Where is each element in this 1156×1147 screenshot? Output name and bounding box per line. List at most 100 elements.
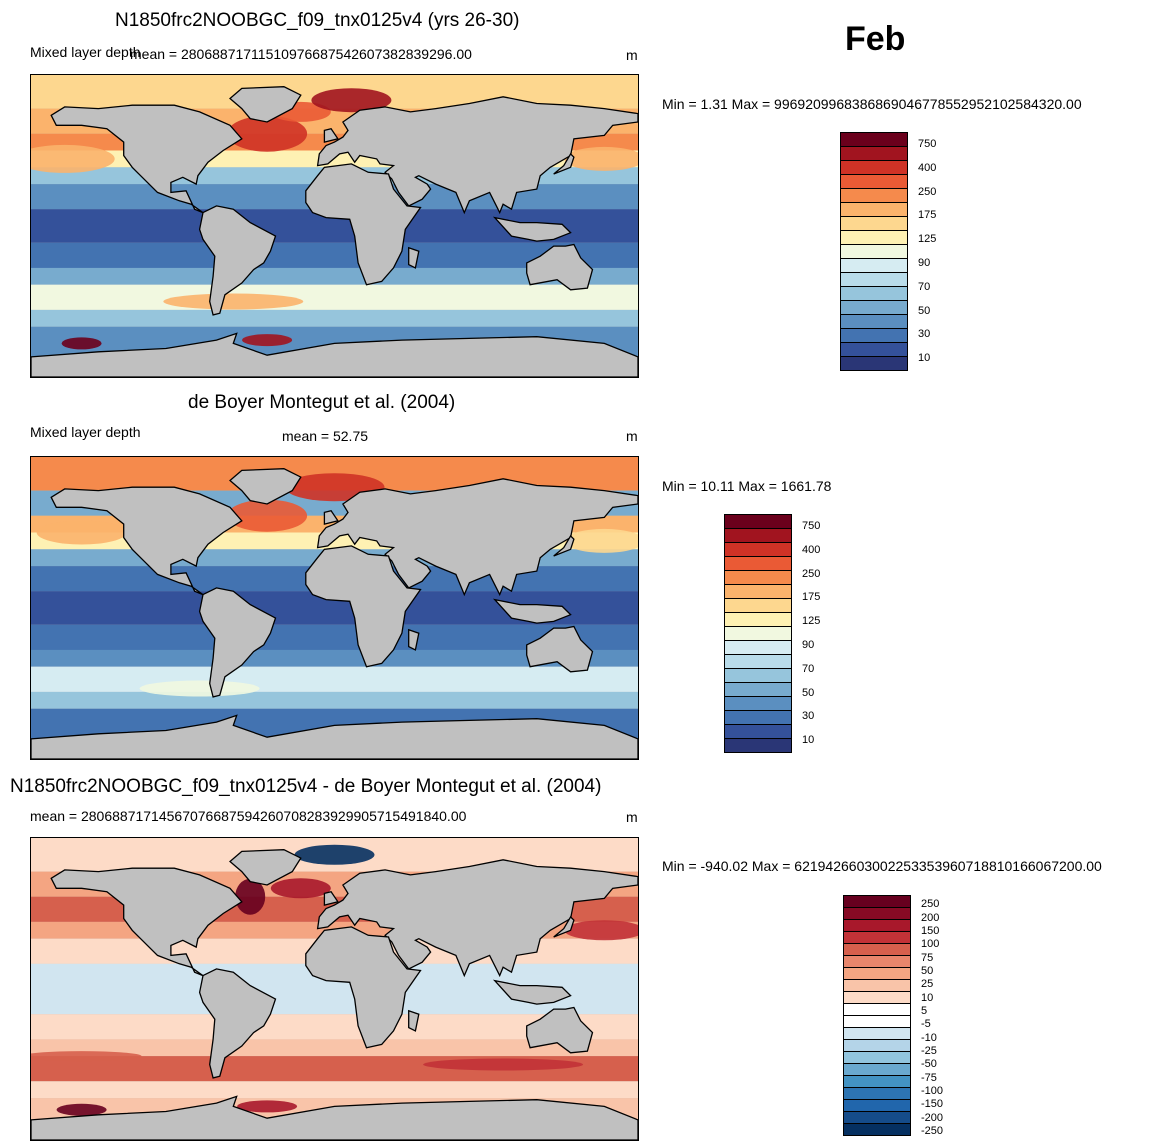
ocean-feature <box>311 88 392 113</box>
land-mass <box>492 216 572 242</box>
colorbar-box <box>840 314 908 329</box>
colorbar-box <box>724 640 792 655</box>
colorbar-box <box>724 668 792 683</box>
ocean-feature <box>36 520 127 545</box>
colorbar-label: 5 <box>921 1005 928 1017</box>
ocean-feature <box>564 528 638 553</box>
ocean-feature <box>31 1051 142 1062</box>
land-mass <box>305 163 422 286</box>
land-mass <box>305 545 422 668</box>
panel2-minmax: Min = 10.11 Max = 1661.78 <box>662 478 832 494</box>
colorbar-box <box>724 570 792 585</box>
colorbar-label: 70 <box>802 662 815 675</box>
ocean-band <box>31 309 638 327</box>
colorbar-label: 25 <box>921 978 934 991</box>
colorbar-label: 250 <box>921 898 940 911</box>
panel3-map <box>30 837 639 1141</box>
ocean-feature <box>237 1100 298 1113</box>
colorbar-label: -250 <box>921 1125 944 1137</box>
ocean-feature <box>423 1058 584 1071</box>
panel1-title: N1850frc2NOOBGC_f09_tnx0125v4 (yrs 26-30… <box>115 10 520 31</box>
panel3-mean: mean = 280688717145670766875942607082839… <box>30 808 467 824</box>
colorbar-box <box>840 300 908 315</box>
panel3-colorbar: 250 200 150 100 75 50 25 10 5 -5 -10 -25 -50 -75 -100-… <box>843 895 963 1137</box>
ocean-band <box>31 267 638 285</box>
colorbar-label: 50 <box>921 965 934 977</box>
colorbar-label: 10 <box>921 991 934 1004</box>
ocean-band <box>31 666 638 692</box>
colorbar-box <box>840 174 908 189</box>
colorbar-label: 100 <box>921 938 940 951</box>
ocean-band <box>31 649 638 667</box>
colorbar-box <box>724 696 792 711</box>
ocean-feature <box>31 144 115 173</box>
colorbar-label: -100 <box>921 1085 944 1097</box>
colorbar-label: 250 <box>802 567 821 580</box>
panel1-colorbar: 750 400 250 175 125 90 70 50 30 10 <box>840 132 960 372</box>
ocean-feature <box>235 878 266 915</box>
land-mass <box>31 1095 638 1140</box>
ocean-feature <box>227 115 308 152</box>
ocean-band <box>31 1081 638 1099</box>
land-mass <box>198 205 277 316</box>
land-mass <box>553 152 575 175</box>
land-mass <box>31 714 638 759</box>
land-mass <box>50 104 243 214</box>
colorbar-box <box>724 528 792 543</box>
land-mass <box>316 478 638 597</box>
ocean-feature <box>242 334 293 347</box>
colorbar-label: 75 <box>921 951 934 964</box>
ocean-band <box>31 691 638 709</box>
colorbar-label: 200 <box>921 911 940 924</box>
ocean-feature <box>227 499 308 532</box>
colorbar-box <box>840 230 908 245</box>
ocean-feature <box>163 293 304 310</box>
colorbar-label: 175 <box>918 209 937 222</box>
colorbar-box <box>724 710 792 725</box>
land-mass <box>305 926 422 1049</box>
colorbar-label: 10 <box>918 352 931 365</box>
land-mass <box>408 246 420 269</box>
ocean-feature <box>270 878 331 899</box>
panel3-units: m <box>626 809 638 825</box>
colorbar-box <box>724 598 792 613</box>
colorbar-label: -25 <box>921 1045 937 1057</box>
land-mass <box>229 849 302 886</box>
colorbar-box <box>840 188 908 203</box>
ocean-feature <box>56 1103 107 1116</box>
panel3-title: N1850frc2NOOBGC_f09_tnx0125v4 - de Boyer… <box>10 776 602 797</box>
colorbar-label: 750 <box>802 519 821 532</box>
panel2-title: de Boyer Montegut et al. (2004) <box>188 392 456 413</box>
colorbar-label: 30 <box>918 328 931 341</box>
land-mass <box>526 625 594 673</box>
colorbar-box <box>724 556 792 571</box>
ocean-feature <box>564 146 638 171</box>
panel2-map <box>30 456 639 760</box>
colorbar-label: -75 <box>921 1071 937 1084</box>
colorbar-box <box>724 514 792 529</box>
colorbar-label: 125 <box>802 615 821 628</box>
colorbar-label: 175 <box>802 591 821 604</box>
month-label: Feb <box>845 20 906 58</box>
colorbar-box <box>840 146 908 161</box>
colorbar-label: -150 <box>921 1098 944 1111</box>
land-mass <box>553 915 575 938</box>
colorbar-label: -200 <box>921 1111 944 1124</box>
colorbar-box <box>840 342 908 357</box>
colorbar-label: 90 <box>802 638 815 651</box>
panel1-units: m <box>626 47 638 63</box>
ocean-feature <box>139 680 260 697</box>
land-mass <box>229 86 302 123</box>
colorbar-box <box>840 132 908 147</box>
ocean-band <box>31 284 638 310</box>
colorbar-label: 90 <box>918 256 931 269</box>
colorbar-label: 70 <box>918 280 931 293</box>
land-mass <box>323 127 339 143</box>
colorbar-label: 50 <box>802 686 815 699</box>
land-mass <box>50 486 243 596</box>
colorbar-box <box>724 626 792 641</box>
land-mass <box>526 243 594 291</box>
panel2-colorbar: 750 400 250 175 125 90 70 50 30 10 <box>724 514 844 754</box>
panel3-minmax: Min = -940.02 Max = 62194266030022533539… <box>662 858 1102 874</box>
colorbar-box <box>840 244 908 259</box>
